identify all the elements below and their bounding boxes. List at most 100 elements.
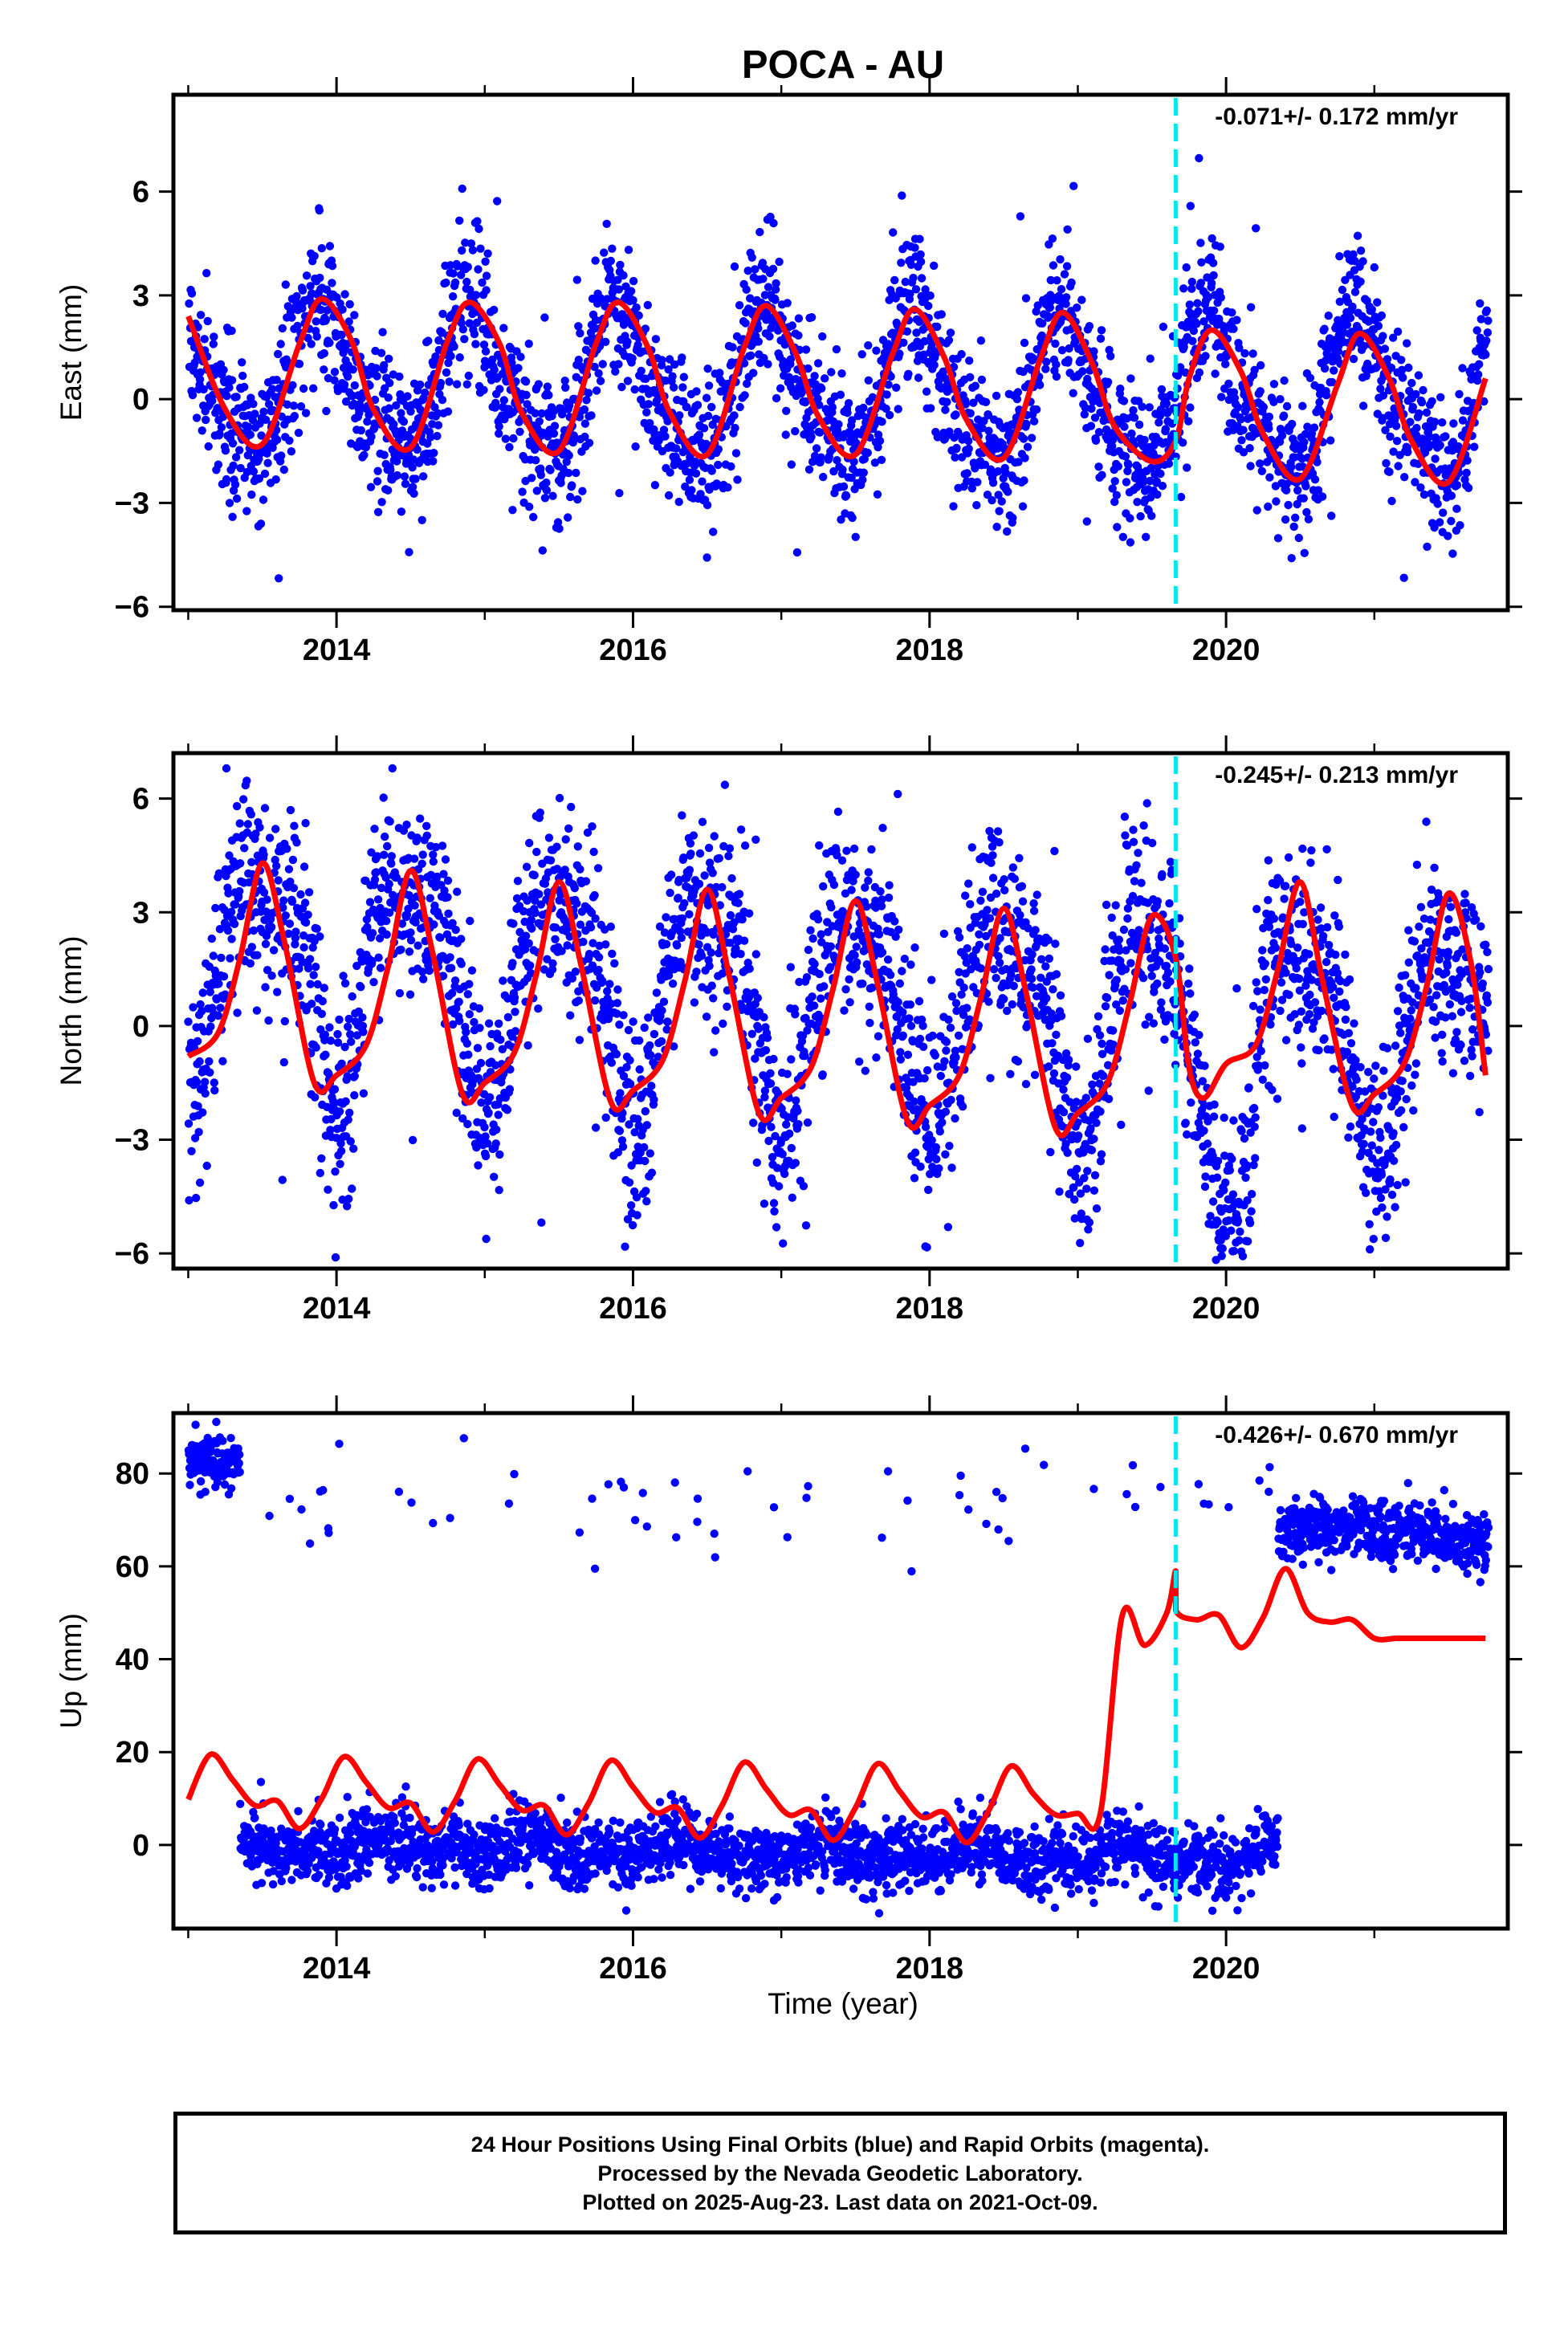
east-data-point bbox=[325, 242, 335, 251]
north-data-point bbox=[720, 780, 730, 789]
east-data-point bbox=[1126, 538, 1135, 547]
east-data-point bbox=[740, 391, 749, 400]
north-data-point bbox=[465, 980, 474, 988]
north-data-point bbox=[560, 866, 569, 874]
north-data-point bbox=[764, 1136, 773, 1146]
north-data-point bbox=[320, 1030, 330, 1039]
east-data-point bbox=[1392, 437, 1402, 446]
north-data-point bbox=[320, 984, 328, 992]
north-data-point bbox=[546, 856, 556, 865]
east-data-point bbox=[1159, 322, 1168, 332]
east-data-point bbox=[1019, 434, 1028, 443]
north-data-point bbox=[304, 888, 314, 897]
east-data-point bbox=[1161, 425, 1171, 434]
north-data-point bbox=[429, 850, 438, 859]
north-data-point bbox=[185, 1196, 193, 1205]
north-data-point bbox=[548, 965, 557, 974]
east-data-point bbox=[261, 415, 271, 424]
north-data-point bbox=[1016, 910, 1024, 920]
north-data-point bbox=[833, 807, 843, 817]
north-data-point bbox=[419, 975, 428, 984]
east-data-point bbox=[1224, 379, 1233, 389]
north-data-point bbox=[840, 1006, 849, 1015]
east-data-point bbox=[1038, 319, 1047, 328]
north-data-point bbox=[333, 1038, 343, 1047]
north-data-point bbox=[987, 858, 996, 867]
north-data-point bbox=[628, 1220, 637, 1230]
north-data-point bbox=[606, 923, 615, 931]
east-data-point bbox=[1358, 257, 1367, 266]
north-data-point bbox=[941, 1107, 951, 1116]
north-data-point bbox=[1032, 890, 1041, 899]
north-data-point bbox=[618, 1143, 628, 1151]
east-data-point bbox=[214, 460, 223, 469]
east-data-point bbox=[874, 442, 882, 452]
north-data-point bbox=[778, 1150, 787, 1159]
east-data-point bbox=[538, 546, 547, 555]
east-data-point bbox=[1023, 442, 1032, 451]
north-data-point bbox=[905, 1014, 914, 1023]
north-data-point bbox=[745, 909, 754, 918]
east-data-point bbox=[557, 471, 566, 480]
east-data-point bbox=[1089, 347, 1098, 356]
east-data-point bbox=[882, 404, 890, 413]
north-data-point bbox=[787, 1055, 796, 1064]
north-data-point bbox=[1049, 985, 1057, 994]
north-data-point bbox=[589, 847, 598, 857]
east-data-point bbox=[1146, 463, 1155, 473]
north-data-point bbox=[264, 1016, 273, 1025]
north-data-point bbox=[793, 1106, 802, 1116]
north-data-point bbox=[702, 1012, 711, 1021]
east-data-point bbox=[1085, 322, 1094, 331]
north-data-point bbox=[436, 933, 445, 943]
north-data-point bbox=[395, 988, 405, 998]
north-data-point bbox=[281, 911, 290, 920]
east-data-point bbox=[228, 439, 238, 448]
north-data-point bbox=[291, 934, 300, 943]
east-data-point bbox=[600, 248, 609, 257]
east-data-point bbox=[259, 495, 268, 504]
north-data-point bbox=[1003, 981, 1012, 990]
east-data-point bbox=[782, 406, 791, 415]
east-data-point bbox=[1383, 355, 1392, 364]
east-data-point bbox=[1299, 494, 1309, 503]
north-data-point bbox=[985, 914, 995, 923]
north-data-point bbox=[749, 1118, 758, 1127]
east-data-point bbox=[1414, 371, 1423, 380]
north-data-point bbox=[815, 970, 824, 979]
east-data-point bbox=[474, 265, 483, 274]
east-data-point bbox=[801, 345, 811, 354]
north-data-point bbox=[760, 1093, 769, 1102]
north-data-point bbox=[194, 1127, 203, 1137]
north-data-point bbox=[259, 850, 268, 859]
north-data-point bbox=[849, 844, 859, 853]
north-data-point bbox=[279, 903, 287, 912]
east-data-point bbox=[731, 423, 739, 433]
east-data-point bbox=[1398, 365, 1407, 374]
north-data-point bbox=[472, 1143, 481, 1152]
east-data-point bbox=[730, 411, 739, 420]
east-data-point bbox=[1146, 493, 1155, 502]
east-data-point bbox=[312, 332, 321, 341]
north-data-point bbox=[1018, 897, 1028, 906]
north-data-point bbox=[486, 1041, 495, 1051]
east-data-point bbox=[372, 364, 381, 373]
east-data-point bbox=[569, 431, 578, 440]
north-data-point bbox=[278, 1175, 287, 1184]
east-data-point bbox=[988, 479, 998, 487]
east-data-point bbox=[924, 301, 933, 311]
east-data-point bbox=[751, 265, 760, 274]
east-data-point bbox=[431, 352, 440, 361]
east-data-point bbox=[766, 212, 775, 222]
north-data-point bbox=[799, 1182, 808, 1191]
north-data-point bbox=[526, 961, 535, 970]
east-data-point bbox=[857, 350, 866, 359]
east-data-point bbox=[1379, 332, 1387, 340]
north-data-point bbox=[967, 843, 977, 852]
east-data-point bbox=[1269, 397, 1278, 406]
north-data-point bbox=[865, 1018, 874, 1028]
north-data-point bbox=[640, 1143, 649, 1152]
north-data-point bbox=[610, 959, 619, 968]
east-data-point bbox=[629, 295, 637, 305]
east-data-point bbox=[1126, 514, 1134, 523]
